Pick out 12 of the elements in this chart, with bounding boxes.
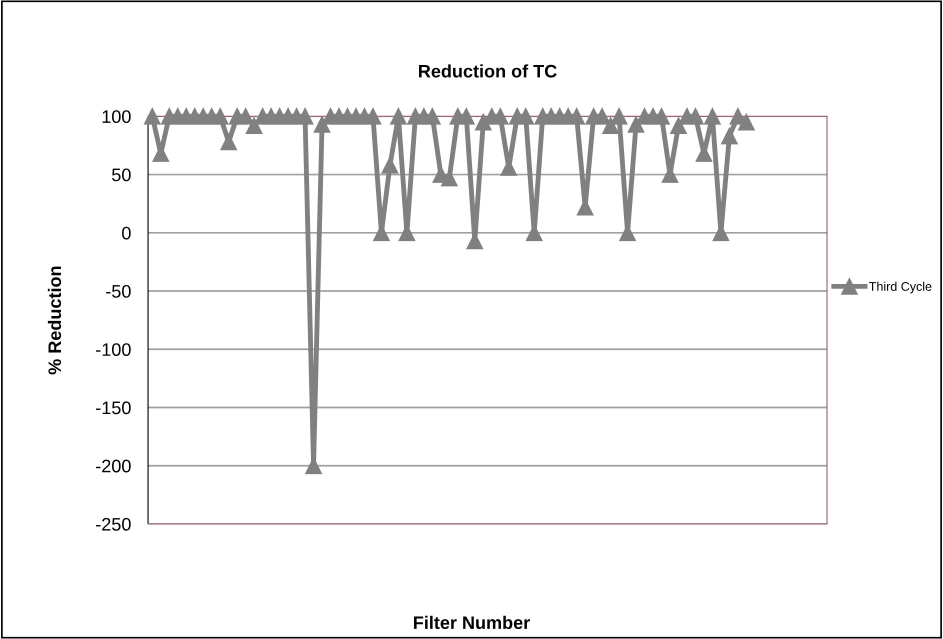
chart-title: Reduction of TC (419, 64, 557, 78)
y-axis-title: % Reduction (48, 266, 62, 374)
y-tick-label: 0 (122, 226, 131, 240)
y-tick-label: -150 (96, 401, 131, 414)
y-tick-label: 100 (102, 110, 131, 124)
y-tick-label: -200 (96, 460, 131, 472)
y-tick-label: -250 (96, 518, 131, 531)
legend-label: Third Cycle (869, 282, 932, 294)
x-axis-title: Filter Number (414, 616, 530, 630)
y-tick-label: -100 (96, 343, 131, 356)
y-tick-label: 50 (112, 168, 131, 182)
y-tick-label: -50 (106, 284, 131, 298)
